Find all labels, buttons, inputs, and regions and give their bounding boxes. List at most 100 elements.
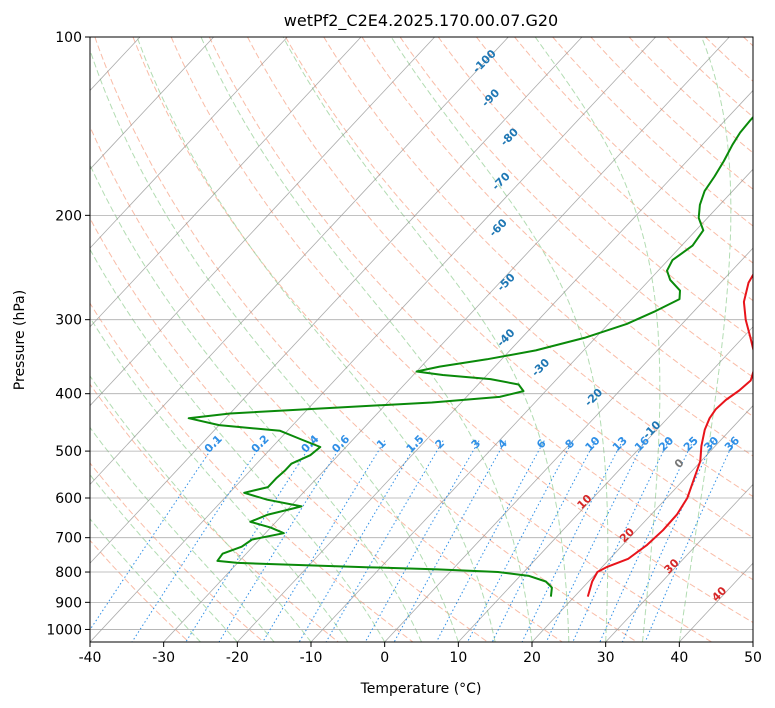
wet_bulb-label: 0 (672, 456, 687, 471)
dry-adiabat-line (90, 383, 339, 642)
mixing-ratio-line (90, 440, 218, 631)
dry-adiabat-line (94, 37, 638, 642)
dry-adiabat-line (514, 37, 753, 264)
dry-adiabat-line (437, 37, 753, 340)
isotherm-line (679, 562, 753, 642)
chart-title: wetPf2_C2E4.2025.170.00.07.G20 (284, 11, 558, 31)
x-tick-label: -40 (79, 650, 102, 666)
wet_bulb-label: -50 (495, 270, 518, 293)
isotherm-line (90, 37, 214, 170)
dry-adiabat-line (361, 37, 753, 417)
mixing-ratio-line (131, 440, 265, 642)
mixing-ratio-line (467, 440, 574, 642)
moist-adiabat-line (90, 473, 238, 642)
mixing-ratio-line (491, 440, 596, 642)
mixing_ratio-label: 6 (534, 436, 549, 451)
mixing-ratio-line (621, 440, 715, 642)
theta-label: 20 (617, 525, 637, 545)
dry-adiabat-line (705, 37, 753, 82)
isotherm-line (531, 405, 753, 642)
mixing_ratio-label: 0.2 (249, 433, 272, 456)
mixing_ratio-label: 1 (374, 437, 389, 452)
dry-adiabat-line (247, 37, 753, 539)
x-axis: -40 -30 -20 -10 0 10 20 30 40 50 (79, 642, 762, 666)
y-axis: 100 200 300 400 500 600 700 800 900 1000 (46, 30, 90, 638)
isotherm-line (90, 37, 509, 486)
theta-label: 10 (575, 492, 595, 512)
moist-adiabat-line (390, 37, 609, 642)
mixing_ratio-label: 2 (433, 437, 448, 452)
dry-adiabat-line (90, 539, 190, 642)
moist-adiabat-line (90, 48, 459, 642)
y-tick-label: 800 (55, 565, 82, 581)
mixing_ratio-label: 0.6 (329, 432, 352, 455)
mixing-ratio-line (599, 440, 694, 642)
y-tick-label: 600 (55, 491, 82, 507)
mixing-ratio-line (644, 440, 735, 642)
moist-adiabat-line (90, 316, 349, 642)
wet_bulb-label: -80 (498, 125, 521, 148)
moist-adiabat-line (200, 37, 533, 642)
x-tick-label: 30 (597, 650, 615, 666)
dry-adiabat-line (90, 302, 414, 642)
isotherm-line (605, 483, 753, 642)
dry-adiabat-line (208, 37, 753, 581)
mixing_ratio-label: 4 (495, 436, 510, 451)
x-tick-label: -20 (226, 650, 249, 666)
y-tick-label: 1000 (46, 622, 82, 638)
background-lines (90, 37, 753, 642)
x-tick-label: 50 (744, 650, 762, 666)
wet_bulb-label: -60 (487, 216, 510, 239)
isotherm-line (458, 326, 753, 642)
x-tick-label: 0 (380, 650, 389, 666)
x-tick-label: 40 (670, 650, 688, 666)
y-tick-label: 700 (55, 531, 82, 547)
moist-adiabat-line (90, 248, 386, 642)
mixing-ratio-line (521, 440, 623, 642)
temperature-profile-line (586, 273, 753, 597)
isotherm-line (310, 168, 753, 642)
y-tick-label: 100 (55, 30, 82, 46)
y-tick-label: 300 (55, 313, 82, 329)
isotherm-line (163, 37, 730, 642)
mixing_ratio-label: 3 (469, 437, 484, 452)
y-axis-title: Pressure (hPa) (12, 290, 28, 390)
mixing_ratio-label: 1.5 (404, 433, 427, 456)
isotherm-line (90, 37, 362, 328)
mixing_ratio-label: 0.1 (202, 433, 225, 456)
moist-adiabat-line (678, 37, 732, 642)
mixing-ratio-line (298, 440, 419, 642)
dry-adiabat-line (170, 37, 753, 624)
x-tick-label: -30 (152, 650, 175, 666)
wet_bulb-label: -20 (582, 386, 605, 409)
dry-adiabat-line (666, 37, 753, 118)
dry-adiabat-line (132, 37, 712, 642)
dry-adiabat-line (590, 37, 753, 190)
isotherm-line (90, 37, 656, 642)
theta-label: 40 (709, 584, 729, 604)
dry-adiabat-line (628, 37, 753, 154)
y-tick-label: 200 (55, 208, 82, 224)
x-tick-label: -10 (300, 650, 323, 666)
isotherm-line (752, 641, 753, 642)
y-tick-label: 500 (55, 444, 82, 460)
theta-label: 30 (662, 556, 682, 576)
dry-adiabat-line (90, 217, 488, 642)
isotherm-line (384, 247, 753, 642)
wet_bulb-label: -30 (529, 356, 552, 379)
plot-frame (89, 36, 754, 643)
x-tick-label: 20 (523, 650, 541, 666)
moist-adiabat-line (90, 518, 201, 642)
mixing-ratio-line (393, 440, 507, 642)
x-tick-label: 10 (449, 650, 467, 666)
profiles (187, 115, 753, 597)
y-tick-label: 400 (55, 387, 82, 403)
dry-adiabat-line (285, 37, 753, 498)
moist-adiabat-line (90, 375, 312, 642)
wet_bulb-label: -90 (479, 86, 502, 109)
dry-adiabat-line (90, 462, 264, 642)
dry-adiabat-line (743, 37, 753, 47)
moist-adiabat-line (136, 37, 496, 642)
dewpoint-profile-line (187, 115, 753, 597)
